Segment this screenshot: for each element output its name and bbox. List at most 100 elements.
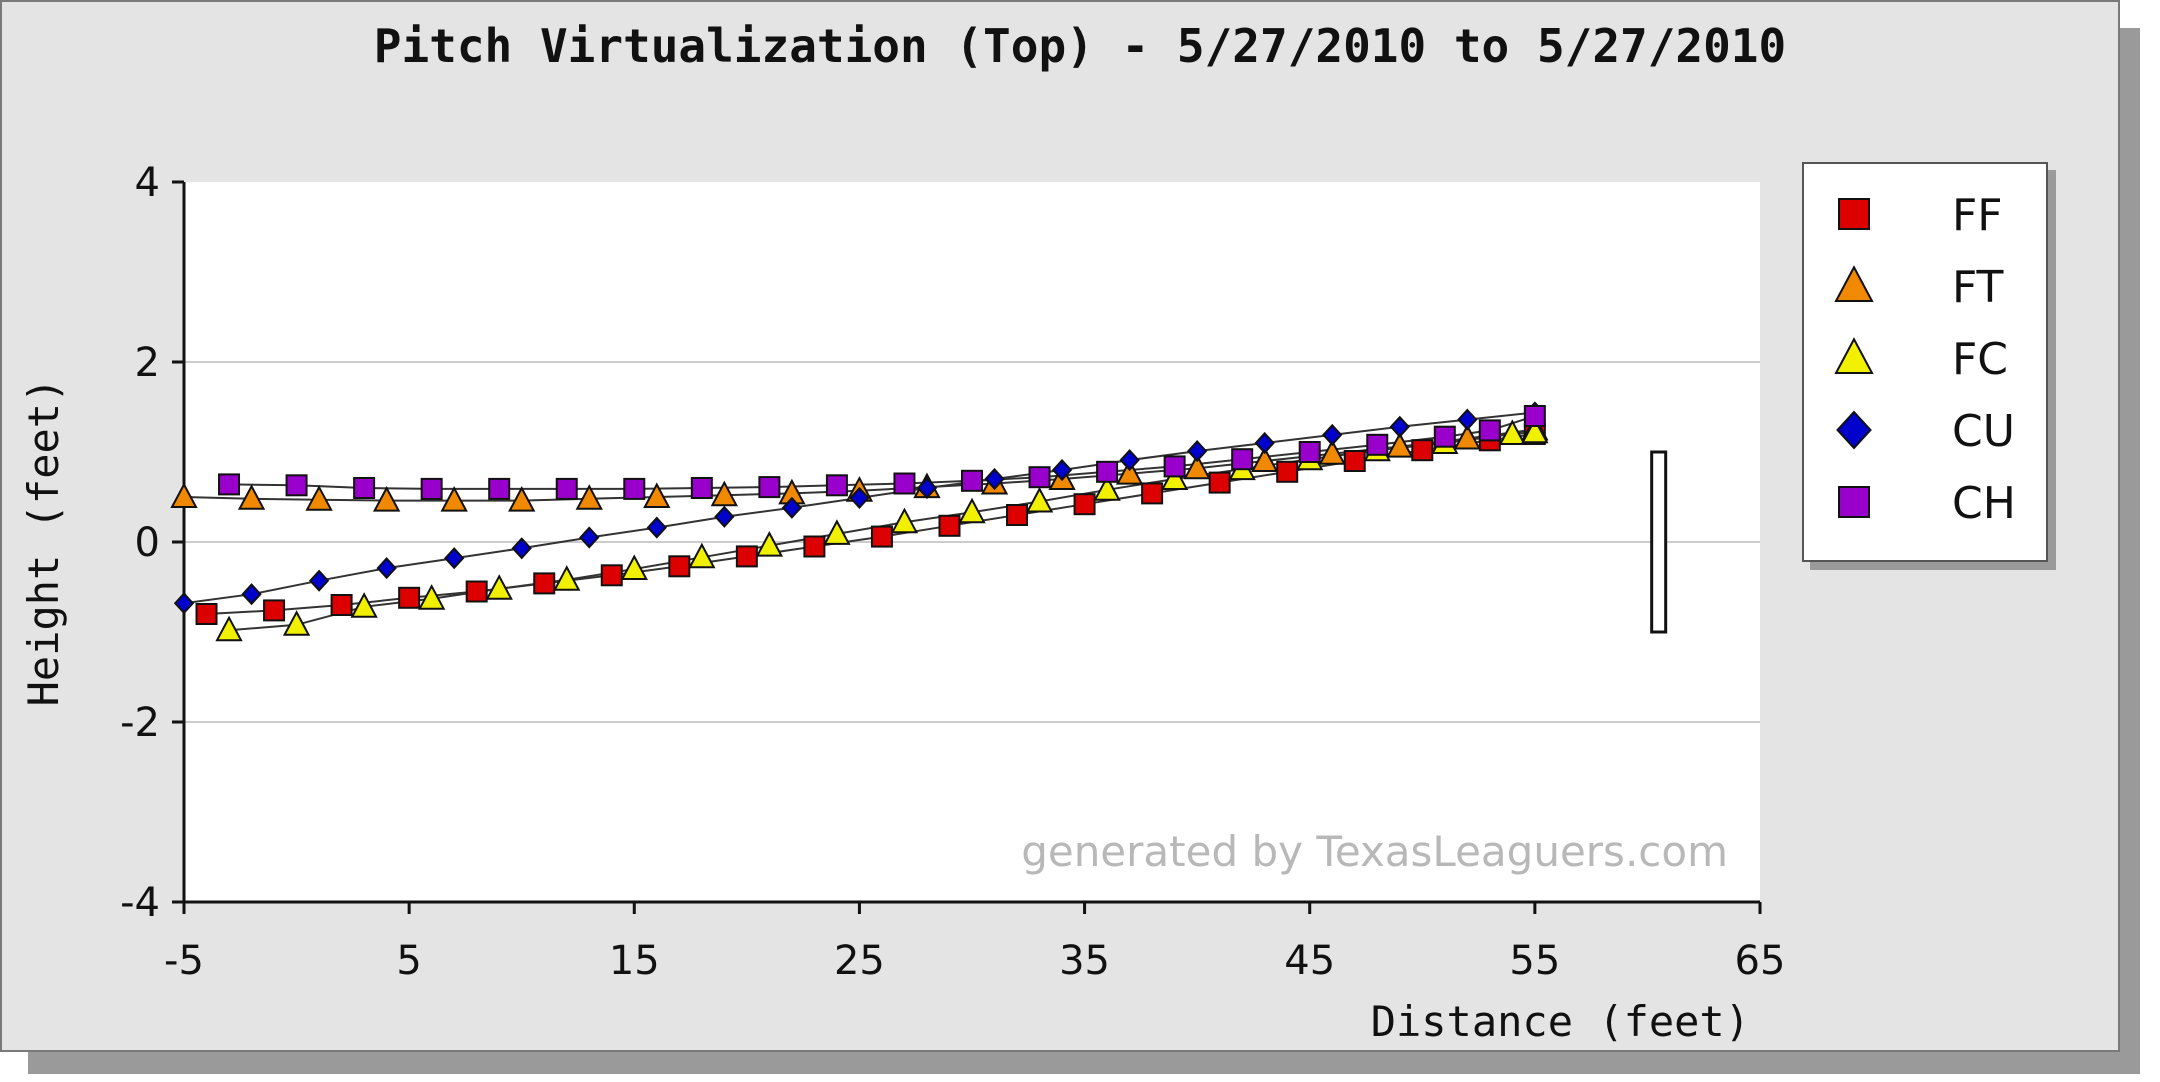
legend-label: FT <box>1952 262 2004 313</box>
point-fc <box>1160 464 1189 490</box>
y-tick-label: -4 <box>120 880 160 926</box>
legend-item-fc: FC <box>1832 328 2042 388</box>
point-ch <box>218 473 241 496</box>
point-cu <box>714 505 735 528</box>
point-fc <box>890 507 919 534</box>
point-ch <box>690 477 713 499</box>
point-ff <box>803 535 826 558</box>
point-cu <box>1051 458 1073 482</box>
y-tick-label: -2 <box>120 700 160 746</box>
point-ft <box>1251 446 1279 472</box>
point-ft <box>440 485 468 512</box>
point-cu <box>849 486 870 509</box>
y-tick-label: 2 <box>135 340 160 386</box>
point-ff <box>330 594 353 616</box>
legend-symbol-cu <box>1836 410 1872 450</box>
point-ch <box>1298 441 1321 463</box>
point-ft <box>305 485 333 511</box>
point-fc <box>1498 419 1527 445</box>
point-fc <box>755 530 784 557</box>
watermark: generated by TexasLeaguers.com <box>1021 827 1728 876</box>
point-ft <box>1386 431 1414 458</box>
point-ch <box>1231 448 1254 471</box>
legend-label: FF <box>1952 190 2003 241</box>
point-fc <box>1025 486 1054 513</box>
point-ch <box>555 477 578 500</box>
point-ch <box>623 477 646 500</box>
point-cu <box>173 592 195 615</box>
point-cu <box>646 516 667 539</box>
point-ff <box>533 572 556 595</box>
point-fc <box>823 519 851 545</box>
y-tick-label: 0 <box>135 520 160 566</box>
x-tick-label: 65 <box>1735 938 1786 984</box>
point-fc <box>620 554 648 580</box>
point-ft <box>372 485 401 512</box>
point-ft <box>237 484 266 510</box>
point-ff <box>465 580 488 603</box>
legend: FF FT FC CU CH <box>1802 162 2048 562</box>
point-ft <box>1453 423 1481 450</box>
legend-item-ft: FT <box>1832 256 2042 316</box>
point-cu <box>916 476 938 500</box>
point-ch <box>1366 433 1389 456</box>
grid-lines <box>184 361 1760 723</box>
point-ch <box>1163 455 1186 478</box>
point-fc <box>688 542 716 569</box>
point-ft <box>643 482 671 508</box>
point-cu <box>1119 449 1140 472</box>
legend-symbol-fc <box>1834 337 1874 374</box>
trajectory-markers <box>170 401 1549 642</box>
legend-item-ch: CH <box>1832 472 2042 532</box>
point-ff <box>1276 460 1299 483</box>
point-ch <box>961 469 983 492</box>
legend-symbol-ft <box>1834 265 1874 302</box>
point-ft <box>1318 439 1346 465</box>
point-ff <box>1006 504 1029 526</box>
x-tick-label: 15 <box>609 938 660 984</box>
point-cu <box>241 583 262 606</box>
point-fc <box>485 574 513 600</box>
point-ft <box>508 485 536 512</box>
point-cu <box>1254 431 1275 455</box>
x-tick-label: 5 <box>396 938 421 984</box>
point-ff <box>668 555 691 578</box>
point-cu <box>376 557 397 580</box>
point-ft <box>575 484 603 510</box>
point-ff <box>1073 493 1096 516</box>
point-ff <box>870 525 893 548</box>
legend-item-ff: FF <box>1832 184 2042 244</box>
x-tick-label: 35 <box>1059 938 1110 984</box>
x-tick-label: -5 <box>164 938 204 984</box>
point-ch <box>825 474 848 497</box>
point-fc <box>1093 475 1121 501</box>
point-ff <box>195 603 218 625</box>
legend-symbol-ch <box>1838 486 1870 518</box>
point-ch <box>893 472 916 495</box>
point-cu <box>579 526 600 549</box>
point-ft <box>710 480 739 507</box>
point-ch <box>1433 425 1456 448</box>
point-ch <box>353 477 376 499</box>
x-axis-label: Distance (feet) <box>1371 997 1750 1046</box>
y-axis-label: Height (feet) <box>19 378 68 707</box>
legend-marker-ch <box>1838 486 1870 518</box>
axes <box>172 180 1762 914</box>
point-fc <box>350 592 378 618</box>
point-fc <box>282 610 311 636</box>
point-ch <box>285 474 308 497</box>
point-fc <box>417 584 446 610</box>
point-cu <box>984 467 1005 491</box>
legend-marker-cu <box>1836 410 1872 450</box>
legend-marker-ff <box>1838 198 1870 230</box>
x-tick-label: 25 <box>834 938 885 984</box>
strike-zone <box>1650 450 1668 634</box>
point-ff <box>938 514 961 537</box>
point-fc <box>553 565 581 591</box>
point-ff <box>1411 439 1434 462</box>
point-cu <box>511 537 532 560</box>
legend-label: CH <box>1952 478 2016 529</box>
point-ch <box>488 477 511 500</box>
legend-label: FC <box>1952 334 2009 385</box>
